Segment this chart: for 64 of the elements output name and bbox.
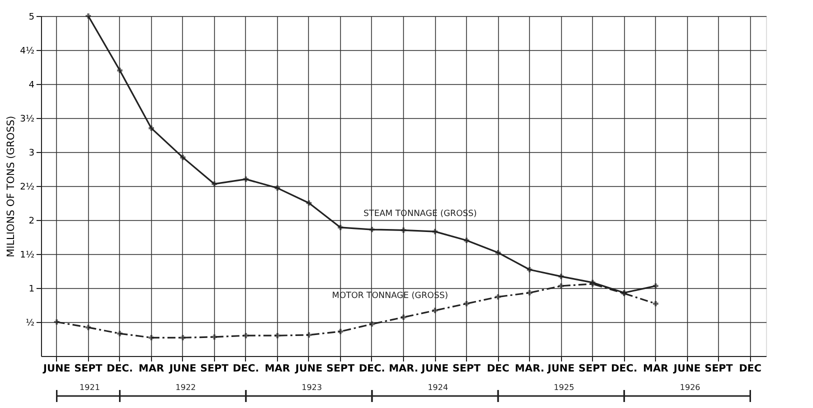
y-tick-label: 1 — [28, 284, 34, 294]
x-tick-label: JUNE — [546, 364, 575, 374]
text: 1924 — [428, 383, 448, 392]
x-tick-label: DEC. — [611, 364, 638, 374]
y-tick-label: 4½ — [20, 46, 35, 56]
point — [464, 300, 470, 306]
point — [212, 334, 218, 340]
text: 1926 — [680, 383, 700, 392]
y-tick-label: 1½ — [20, 250, 35, 260]
point — [653, 283, 658, 289]
point — [526, 266, 532, 272]
x-tick-label: DEC — [738, 364, 762, 374]
text: 1925 — [554, 383, 574, 392]
point — [148, 126, 154, 131]
y-axis-title: MILLIONS OF TONS (GROSS) — [6, 116, 18, 258]
text: 1921 — [80, 383, 100, 392]
point — [526, 290, 532, 296]
x-tick-label: DEC. — [358, 364, 386, 374]
x-tick-label: SEPT — [452, 364, 481, 374]
x-tick-label: SEPT — [578, 364, 607, 374]
x-tick-label: JUNE — [672, 364, 701, 374]
x-tick-label: DEC. — [106, 364, 133, 374]
point — [653, 300, 658, 306]
point — [212, 181, 218, 187]
point — [86, 324, 91, 330]
point — [54, 319, 60, 325]
point — [243, 332, 249, 338]
x-tick-label: MAR. — [388, 364, 418, 374]
point — [180, 154, 186, 160]
x-tick-label: JUNE — [42, 364, 70, 374]
x-tick-label: SEPT — [704, 364, 733, 374]
x-tick-label: MAR — [264, 364, 290, 374]
y-tick-label: 2 — [28, 216, 34, 226]
x-tick-label: JUNE — [420, 364, 449, 374]
x-tick-label: SEPT — [200, 364, 229, 374]
point — [495, 294, 501, 300]
x-tick-label: JUNE — [294, 364, 323, 374]
y-tick-label: 3 — [28, 148, 34, 158]
point — [400, 314, 406, 320]
point — [495, 250, 501, 256]
x-tick-label: DEC — [486, 364, 510, 374]
point — [180, 334, 186, 340]
point — [86, 13, 91, 19]
text: 1922 — [176, 383, 196, 392]
x-tick-label: DEC. — [232, 364, 260, 374]
point — [558, 274, 564, 280]
point — [148, 334, 154, 340]
x-tick-label: MAR. — [514, 364, 544, 374]
point — [243, 176, 249, 182]
x-tick-label: JUNE — [168, 364, 197, 374]
x-tick-label: MAR — [642, 364, 669, 374]
y-tick-label: 2½ — [20, 182, 35, 192]
x-tick-label: MAR — [138, 364, 164, 374]
point — [117, 68, 122, 74]
text: 1923 — [302, 383, 322, 392]
y-tick-label: 3½ — [20, 114, 35, 124]
point — [558, 283, 564, 289]
point — [400, 228, 406, 233]
x-tick-label: SEPT — [326, 364, 355, 374]
y-tick-label: 4 — [28, 80, 35, 90]
y-tick-label: 5 — [28, 12, 34, 22]
point — [117, 330, 122, 336]
y-tick-label: ½ — [26, 318, 35, 328]
x-tick-label: SEPT — [74, 364, 103, 374]
